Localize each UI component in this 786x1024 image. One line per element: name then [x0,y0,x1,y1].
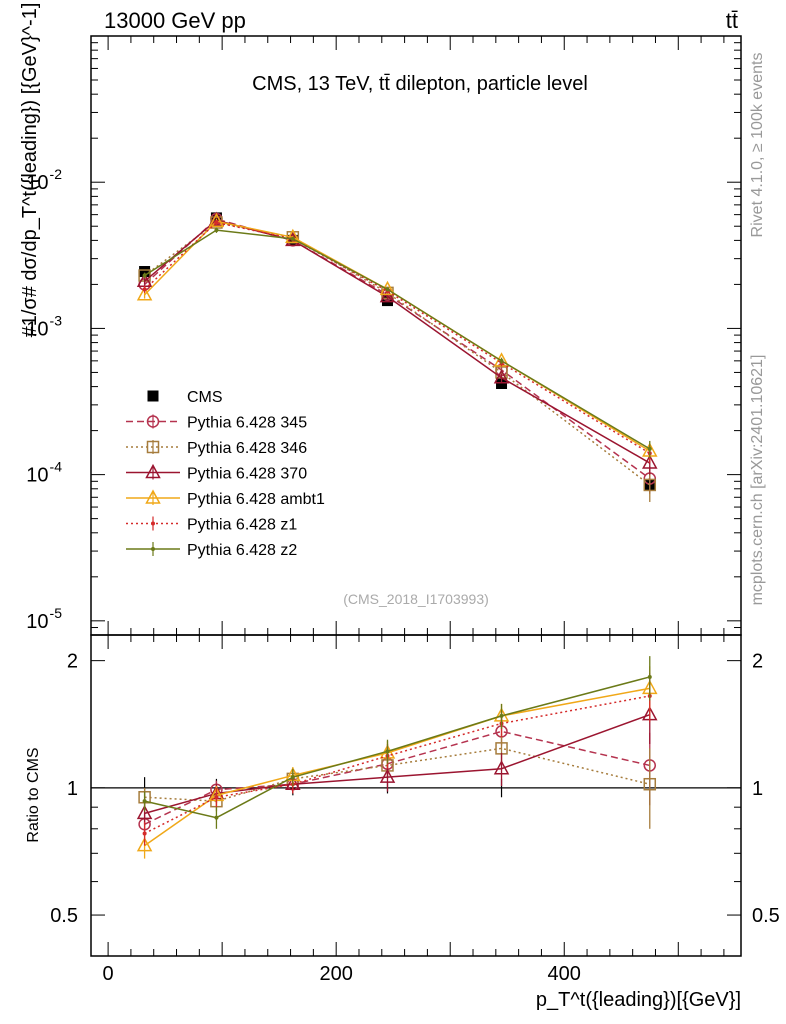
main-ytick-label: 10-4 [26,459,62,487]
main-data-point [214,228,219,233]
rivet-label: Rivet 4.1.0, ≥ 100k events [749,53,766,238]
ratio-data-point [647,674,652,679]
ratio-ytick-label-right: 2 [752,651,763,673]
main-data-point [496,377,508,389]
main-series-group [136,211,658,502]
ratio-data-point [643,777,657,791]
ratio-y-axis-label: Ratio to CMS [25,747,42,842]
legend-entry-6: Pythia 6.428 z2 [126,542,297,559]
legend-entry-5: Pythia 6.428 z1 [126,516,297,534]
legend-label: Pythia 6.428 z2 [187,542,297,559]
xtick-label: 400 [548,963,581,985]
main-ytick-label: 10-5 [26,605,62,633]
main-data-point [136,286,153,301]
ratio-data-point [385,749,390,754]
legend-marker [146,440,160,454]
ratio-data-point [142,831,147,836]
main-data-point [142,287,147,292]
main-series-2 [138,216,657,502]
legend-marker [147,390,159,402]
legend-label: Pythia 6.428 z1 [187,517,297,534]
mcplots-label: mcplots.cern.ch [arXiv:2401.10621] [749,355,766,606]
legend-entry-0: CMS [147,389,223,406]
header-left: 13000 GeV pp [104,8,246,33]
main-ytick-exp: -5 [50,605,63,621]
main-data-point [214,220,219,225]
legend-label: Pythia 6.428 346 [187,440,307,457]
main-data-point [290,236,295,241]
main-data-point [208,212,225,228]
ratio-axis-ticks: 0.5 0.5 1 1 2 2 0 200 400 [50,635,780,985]
main-axis-ticks: 10-510-410-310-2 [26,35,741,636]
x-axis-label: p_T^t({leading})[{GeV}] [536,989,741,1011]
main-data-point [142,273,147,278]
main-plot-title: CMS, 13 TeV, tt̄ dilepton, particle leve… [252,73,588,95]
legend-marker [146,415,160,428]
ratio-series-line [144,713,651,815]
main-data-point [642,454,658,469]
ratio-series-line [144,730,650,825]
main-series-line [144,229,651,450]
ratio-ytick-label-left: 0.5 [50,905,78,927]
legend-entry-3: Pythia 6.428 370 [126,463,307,483]
ratio-data-point [379,768,396,783]
main-data-point [643,478,657,492]
xtick-label: 0 [103,963,114,985]
legend: CMS Pythia 6.428 345 Pythia 6.428 346 Pythi… [126,389,325,559]
ratio-data-point [290,775,295,780]
legend-entry-4: Pythia 6.428 ambt1 [126,489,325,508]
header-right: tt̄ [726,8,738,33]
main-data-point [379,288,396,303]
ratio-panel-frame [90,634,742,957]
ratio-data-point [214,795,219,800]
main-data-point [285,228,301,244]
ratio-data-point [493,760,510,775]
ratio-series-5 [142,656,652,829]
legend-marker [151,547,155,551]
legend-entry-2: Pythia 6.428 346 [126,440,307,457]
main-series-6 [142,227,652,458]
ratio-ytick-label-left: 1 [67,778,78,800]
ratio-series-line [144,687,650,847]
ratio-ytick-label-left: 2 [67,651,78,673]
ratio-data-point [136,837,153,852]
ratio-series-line [144,695,650,835]
analysis-watermark: (CMS_2018_I1703993) [343,591,489,607]
ratio-data-point [142,799,147,804]
legend-label: Pythia 6.428 ambt1 [187,491,325,508]
ratio-data-point [214,815,219,820]
legend-marker [151,521,155,526]
ratio-ytick-label-right: 1 [752,778,763,800]
ratio-ytick-label-right: 0.5 [752,905,780,927]
ratio-data-point [499,713,504,718]
legend-marker [145,489,161,504]
legend-marker [145,463,161,479]
ratio-series-line [144,676,650,819]
main-series-line [144,219,651,464]
main-ytick-exp: -3 [50,312,63,328]
main-data-point [385,287,390,292]
legend-label: CMS [187,389,223,406]
main-series-line [144,221,651,454]
main-data-point [499,358,504,363]
main-y-axis-label: #1/σ# dσ/dp_T^t({leading}) [{GeV}^-1] [19,3,41,338]
main-data-point [493,369,510,384]
ratio-series-4 [142,672,652,846]
ratio-data-point [136,804,153,820]
legend-label: Pythia 6.428 345 [187,415,307,432]
ratio-series-group [136,656,658,859]
main-ytick-exp: -4 [50,459,63,475]
main-data-point [647,446,652,451]
xtick-label: 200 [319,963,352,985]
legend-entry-1: Pythia 6.428 345 [126,414,307,432]
main-data-point [139,266,151,278]
main-ytick-exp: -2 [50,166,63,182]
main-series-3 [136,211,658,475]
legend-label: Pythia 6.428 370 [187,466,307,483]
